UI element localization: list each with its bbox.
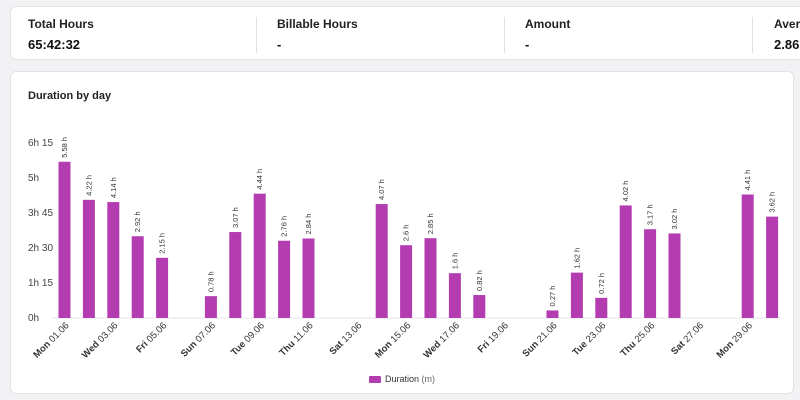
duration-bar-chart: 0h 1h 15 2h 30 3h 45 5h 6h 15 5.58 h 4.22 h 4.14…	[28, 137, 781, 361]
bar-value-label: 4.02 h	[621, 181, 630, 202]
stat-value: 2.86	[774, 37, 800, 52]
x-tick-label: Fri 05.06	[134, 320, 169, 355]
x-tick-label: Mon 01.06	[31, 320, 71, 360]
x-tick-label: Wed 03.06	[80, 320, 121, 361]
bar[interactable]	[766, 216, 779, 318]
bar[interactable]	[741, 194, 754, 318]
x-tick-label: Sun 07.06	[179, 320, 218, 359]
stat-divider	[504, 17, 505, 53]
bar[interactable]	[619, 205, 632, 318]
legend-label: Duration	[385, 374, 420, 384]
x-tick-label: Tue 23.06	[571, 320, 609, 358]
y-tick-label: 3h 45	[28, 208, 53, 219]
bar-value-label: 4.22 h	[84, 175, 93, 196]
bar[interactable]	[278, 240, 291, 318]
legend-unit: (m)	[421, 374, 436, 384]
legend-swatch	[369, 375, 381, 383]
x-tick-label: Sat 27.06	[669, 320, 706, 357]
bar[interactable]	[229, 232, 242, 318]
bar-value-label: 0.82 h	[475, 270, 484, 291]
stat-divider	[256, 17, 257, 53]
bar[interactable]	[546, 310, 559, 318]
bar-value-label: 4.44 h	[255, 169, 264, 190]
stat-value: -	[277, 37, 282, 52]
y-tick-label: 2h 30	[28, 243, 53, 254]
bar[interactable]	[131, 236, 144, 318]
chart-legend[interactable]: Duration (m)	[369, 374, 435, 384]
bar-value-label: 0.27 h	[548, 286, 557, 307]
bar[interactable]	[156, 257, 169, 318]
bar[interactable]	[595, 297, 608, 318]
bar[interactable]	[448, 273, 461, 318]
y-tick-label: 1h 15	[28, 278, 53, 289]
duration-chart-card: Duration by day 0h 1h 15 2h 30 3h 45 5h 6h 15…	[10, 71, 794, 394]
bar-value-label: 0.78 h	[206, 271, 215, 292]
bar-value-label: 2.85 h	[426, 213, 435, 234]
bar-value-label: 2.15 h	[158, 233, 167, 254]
bar-value-label: 0.72 h	[597, 273, 606, 294]
bar-value-label: 2.6 h	[402, 225, 411, 242]
bar-value-label: 3.02 h	[670, 209, 679, 230]
bar[interactable]	[473, 295, 486, 318]
bar-value-label: 2.92 h	[133, 211, 142, 232]
bar-value-label: 4.07 h	[377, 179, 386, 200]
bar-value-label: 5.58 h	[60, 137, 69, 158]
x-tick-label: Thu 11.06	[277, 320, 315, 358]
x-tick-label: Tue 09.06	[229, 320, 267, 358]
bar[interactable]	[400, 245, 413, 318]
y-tick-label: 0h	[28, 313, 39, 324]
y-tick-label: 5h	[28, 173, 39, 184]
x-tick-label: Sat 13.06	[327, 320, 364, 357]
bar-value-label: 1.62 h	[572, 248, 581, 269]
bar[interactable]	[570, 272, 583, 318]
stat-value: 65:42:32	[28, 37, 81, 52]
x-tick-label: Mon 29.06	[715, 320, 755, 360]
y-tick-label: 6h 15	[28, 138, 53, 149]
stat-label: Avera	[774, 17, 800, 31]
stat-value: -	[525, 37, 530, 52]
bar-value-label: 1.6 h	[450, 253, 459, 270]
bar[interactable]	[204, 296, 217, 318]
summary-stats-card: Total Hours 65:42:32 Billable Hours - Am…	[10, 6, 800, 60]
bar[interactable]	[424, 238, 437, 318]
bar-value-label: 4.41 h	[743, 170, 752, 191]
stat-label: Total Hours	[28, 17, 94, 31]
stat-label: Amount	[525, 17, 571, 31]
bar-value-label: 4.14 h	[109, 177, 118, 198]
bar-value-label: 2.84 h	[304, 214, 313, 235]
bar-value-label: 3.17 h	[646, 204, 655, 225]
bar[interactable]	[644, 229, 657, 318]
bar-value-label: 3.07 h	[231, 207, 240, 228]
stat-label: Billable Hours	[277, 17, 358, 31]
x-tick-label: Wed 17.06	[421, 320, 462, 361]
bar-value-label: 3.62 h	[768, 192, 777, 213]
x-tick-label: Fri 19.06	[476, 320, 511, 355]
x-tick-label: Thu 25.06	[618, 320, 657, 359]
x-tick-label: Mon 15.06	[373, 320, 413, 360]
bar[interactable]	[58, 161, 71, 318]
bar[interactable]	[82, 199, 95, 318]
bar[interactable]	[253, 193, 266, 318]
bar[interactable]	[375, 204, 388, 318]
chart-title: Duration by day	[28, 90, 112, 102]
bar[interactable]	[668, 233, 681, 318]
bar-value-label: 2.76 h	[280, 216, 289, 237]
bar[interactable]	[107, 202, 120, 318]
stat-divider	[752, 17, 753, 53]
bar[interactable]	[302, 238, 315, 318]
x-tick-label: Sun 21.06	[520, 320, 559, 359]
